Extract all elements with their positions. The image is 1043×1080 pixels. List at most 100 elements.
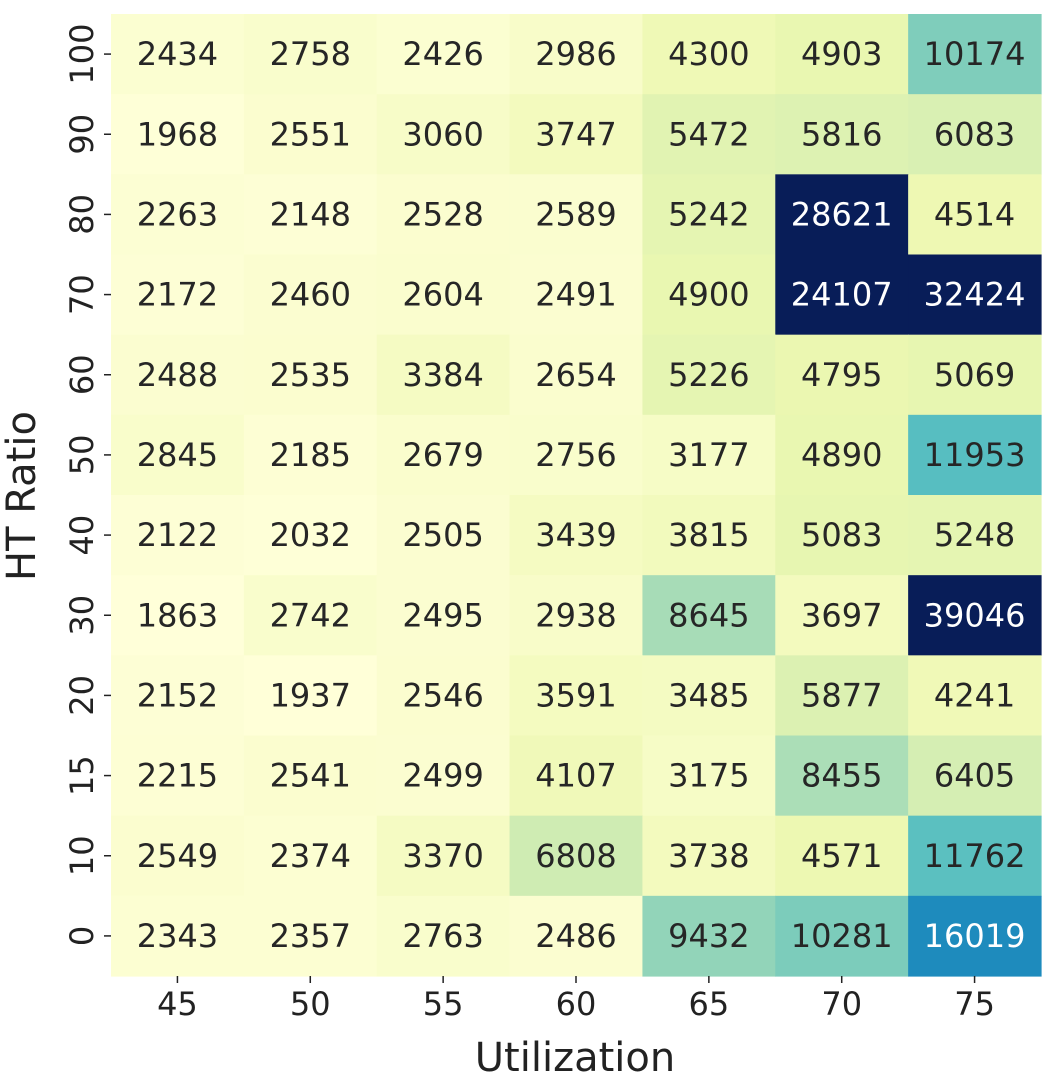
heatmap-cell bbox=[775, 655, 909, 737]
heatmap-cell-label: 28621 bbox=[791, 195, 893, 233]
heatmap-cell bbox=[642, 414, 776, 496]
x-tick-label: 60 bbox=[556, 985, 597, 1023]
y-tick-label: 10 bbox=[63, 835, 101, 876]
heatmap-cell-label: 2148 bbox=[270, 195, 351, 233]
heatmap-cell bbox=[509, 334, 644, 416]
heatmap-cell-label: 4107 bbox=[535, 757, 616, 795]
heatmap-cell bbox=[642, 174, 776, 256]
heatmap-cell bbox=[775, 14, 909, 95]
heatmap-cell-label: 2374 bbox=[270, 837, 351, 875]
x-tick-label: 65 bbox=[689, 985, 730, 1023]
heatmap-cell-label: 2758 bbox=[270, 35, 351, 73]
heatmap-cell bbox=[111, 414, 245, 496]
x-axis-title: Utilization bbox=[475, 1035, 675, 1080]
heatmap-cell bbox=[908, 14, 1042, 95]
heatmap-cell bbox=[111, 655, 245, 737]
heatmap-cell bbox=[111, 575, 245, 656]
heatmap-cell bbox=[111, 94, 245, 175]
heatmap-cell bbox=[243, 495, 378, 576]
heatmap-cell bbox=[509, 254, 644, 336]
heatmap-cell-label: 2486 bbox=[535, 917, 616, 955]
heatmap-cell bbox=[908, 575, 1042, 656]
heatmap-cell bbox=[908, 174, 1042, 256]
heatmap-cell bbox=[775, 735, 909, 817]
x-tick-label: 45 bbox=[157, 985, 198, 1023]
heatmap-cell bbox=[908, 895, 1042, 977]
heatmap-cell-label: 4300 bbox=[668, 35, 749, 73]
heatmap-cell-label: 4795 bbox=[801, 356, 882, 394]
heatmap-cell-label: 2845 bbox=[137, 436, 218, 474]
heatmap-cell bbox=[111, 14, 245, 95]
y-tick-label: 0 bbox=[63, 926, 101, 946]
x-tick-label: 50 bbox=[290, 985, 331, 1023]
heatmap-cell-label: 1937 bbox=[270, 676, 351, 714]
heatmap-cell-label: 32424 bbox=[924, 276, 1026, 314]
heatmap-cell-label: 2654 bbox=[535, 356, 616, 394]
heatmap-cell-label: 2152 bbox=[137, 676, 218, 714]
heatmap-cells bbox=[111, 14, 1042, 977]
heatmap-cell-label: 8645 bbox=[668, 596, 749, 634]
heatmap-cell bbox=[376, 815, 511, 897]
heatmap-cell bbox=[775, 174, 909, 256]
heatmap-cell bbox=[642, 655, 776, 737]
heatmap-cell-label: 2535 bbox=[270, 356, 351, 394]
heatmap-cell bbox=[111, 334, 245, 416]
heatmap-cell-label: 4890 bbox=[801, 436, 882, 474]
heatmap-cell-label: 6808 bbox=[535, 837, 616, 875]
y-tick-label: 80 bbox=[63, 194, 101, 235]
heatmap-cell bbox=[376, 575, 511, 656]
heatmap-cell-label: 2185 bbox=[270, 436, 351, 474]
heatmap-cell bbox=[111, 735, 245, 817]
heatmap-cell-label: 2032 bbox=[270, 516, 351, 554]
heatmap-cell bbox=[775, 575, 909, 656]
heatmap-cell-label: 2986 bbox=[535, 35, 616, 73]
heatmap-cell bbox=[376, 14, 511, 95]
y-tick-label: 40 bbox=[63, 515, 101, 556]
heatmap-cell-label: 6083 bbox=[934, 115, 1015, 153]
heatmap-cell-label: 10174 bbox=[924, 35, 1026, 73]
heatmap-cell bbox=[376, 414, 511, 496]
heatmap-cell-label: 2434 bbox=[137, 35, 218, 73]
heatmap-cell-label: 4903 bbox=[801, 35, 882, 73]
heatmap-cell-label: 3060 bbox=[402, 115, 483, 153]
heatmap-cell-label: 11762 bbox=[924, 837, 1026, 875]
heatmap-cell-label: 2938 bbox=[535, 596, 616, 634]
heatmap-cell-label: 3738 bbox=[668, 837, 749, 875]
heatmap-cell-label: 2541 bbox=[270, 757, 351, 795]
heatmap-cell-label: 2263 bbox=[137, 195, 218, 233]
heatmap-cell-label: 2357 bbox=[270, 917, 351, 955]
heatmap-cell bbox=[775, 94, 909, 175]
heatmap-cell bbox=[243, 655, 378, 737]
heatmap-cell bbox=[509, 575, 644, 656]
heatmap-cell bbox=[376, 254, 511, 336]
heatmap-cell bbox=[908, 655, 1042, 737]
heatmap-cell-label: 2551 bbox=[270, 115, 351, 153]
heatmap-cell-label: 3439 bbox=[535, 516, 616, 554]
heatmap-cell bbox=[509, 655, 644, 737]
y-tick-label: 15 bbox=[63, 755, 101, 796]
heatmap-cell-label: 3177 bbox=[668, 436, 749, 474]
heatmap-cell bbox=[642, 94, 776, 175]
heatmap-cell bbox=[642, 575, 776, 656]
x-tick-label: 55 bbox=[423, 985, 464, 1023]
heatmap-cell-labels: 2434 2758 2426 2986 4300 4903 10174 1968 2551 306… bbox=[137, 35, 1026, 955]
heatmap-cell bbox=[775, 815, 909, 897]
heatmap-cell bbox=[243, 414, 378, 496]
heatmap-cell bbox=[642, 254, 776, 336]
heatmap-cell bbox=[509, 14, 644, 95]
heatmap-cell-label: 1968 bbox=[137, 115, 218, 153]
heatmap-cell-label: 2172 bbox=[137, 276, 218, 314]
y-tick-label: 20 bbox=[63, 675, 101, 716]
heatmap-cell bbox=[642, 815, 776, 897]
heatmap-cell-label: 2546 bbox=[402, 676, 483, 714]
heatmap-cell bbox=[509, 735, 644, 817]
y-tick-label: 60 bbox=[63, 354, 101, 395]
heatmap-cell bbox=[111, 815, 245, 897]
heatmap-cell-label: 2528 bbox=[402, 195, 483, 233]
heatmap-cell-label: 3815 bbox=[668, 516, 749, 554]
heatmap-cell-label: 4514 bbox=[934, 195, 1015, 233]
heatmap-cell bbox=[908, 495, 1042, 576]
heatmap-cell bbox=[111, 174, 245, 256]
heatmap-cell bbox=[642, 495, 776, 576]
